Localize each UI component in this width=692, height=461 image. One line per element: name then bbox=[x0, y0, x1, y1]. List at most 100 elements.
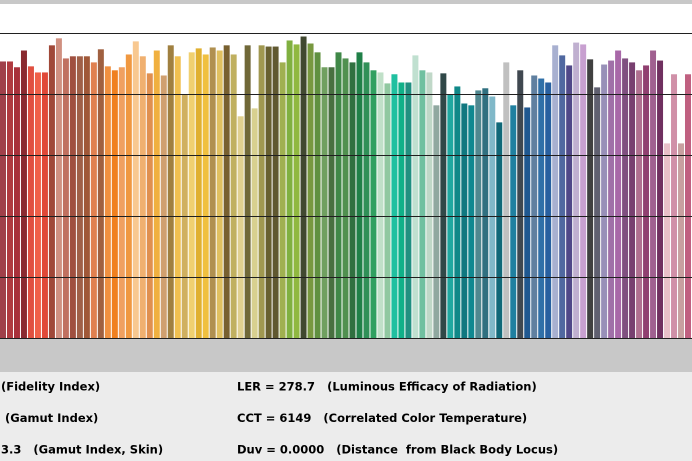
bar bbox=[174, 56, 181, 338]
bar bbox=[286, 40, 293, 338]
bar bbox=[314, 52, 321, 338]
bar bbox=[69, 56, 76, 338]
bar bbox=[440, 73, 447, 338]
bar bbox=[97, 49, 104, 339]
bar bbox=[321, 67, 328, 338]
info-label: LER = 278.7 (Luminous Efficacy of Radiat… bbox=[237, 380, 537, 394]
bar bbox=[104, 66, 111, 338]
bar bbox=[489, 96, 496, 338]
bar bbox=[202, 54, 209, 339]
bar bbox=[251, 108, 258, 338]
bar bbox=[139, 56, 146, 338]
bar bbox=[622, 58, 629, 338]
bar bbox=[34, 72, 41, 338]
bar bbox=[272, 46, 279, 339]
bar bbox=[461, 103, 468, 338]
bar bbox=[433, 105, 440, 338]
bar bbox=[566, 65, 573, 338]
bar bbox=[356, 52, 363, 338]
bar bbox=[279, 62, 286, 339]
bar bbox=[573, 42, 580, 338]
bar bbox=[62, 58, 69, 338]
bar bbox=[111, 70, 118, 339]
bar bbox=[496, 122, 503, 338]
bar bbox=[678, 143, 685, 338]
bar bbox=[412, 55, 419, 339]
bar bbox=[167, 45, 174, 338]
bar bbox=[216, 50, 223, 338]
bar bbox=[146, 73, 153, 338]
bar bbox=[454, 86, 461, 338]
bar bbox=[265, 46, 272, 339]
bar bbox=[664, 143, 671, 338]
bar bbox=[559, 55, 566, 339]
bar bbox=[90, 62, 97, 339]
info-label: (Gamut Index) bbox=[1, 411, 98, 425]
bar bbox=[552, 45, 559, 338]
bar bbox=[629, 62, 636, 339]
bar bbox=[13, 67, 20, 338]
bar bbox=[307, 43, 314, 338]
bar bbox=[657, 60, 664, 339]
bar bbox=[83, 56, 90, 338]
bar bbox=[482, 88, 489, 338]
bar bbox=[230, 54, 237, 339]
bar bbox=[125, 54, 132, 339]
bar bbox=[118, 67, 125, 338]
bar bbox=[335, 52, 342, 338]
bar bbox=[636, 70, 643, 339]
bar bbox=[503, 62, 510, 339]
bar bbox=[650, 50, 657, 338]
bar bbox=[6, 61, 13, 339]
bar bbox=[475, 90, 482, 339]
info-label: CCT = 6149 (Correlated Color Temperature… bbox=[237, 411, 527, 425]
bar bbox=[160, 75, 167, 339]
bar bbox=[615, 50, 622, 338]
bar bbox=[685, 74, 691, 338]
bar bbox=[300, 36, 307, 338]
bar bbox=[377, 72, 384, 338]
bar bbox=[293, 44, 300, 338]
bar bbox=[209, 47, 216, 339]
bar bbox=[580, 44, 587, 338]
bar bbox=[608, 60, 615, 339]
bar bbox=[20, 50, 27, 338]
bar bbox=[587, 59, 594, 338]
bar bbox=[594, 87, 601, 338]
bar bbox=[524, 107, 531, 338]
bar bbox=[328, 67, 335, 338]
bar bbox=[244, 45, 251, 338]
info-label: (Fidelity Index) bbox=[1, 380, 100, 394]
bar bbox=[384, 83, 391, 339]
bar bbox=[76, 56, 83, 338]
bar bbox=[370, 70, 377, 339]
bar bbox=[48, 45, 55, 338]
bar bbox=[237, 116, 244, 338]
bar bbox=[601, 64, 608, 338]
bar bbox=[55, 38, 62, 339]
info-label: Duv = 0.0000 (Distance from Black Body L… bbox=[237, 443, 558, 457]
bar bbox=[132, 41, 139, 338]
bar bbox=[342, 58, 349, 338]
info-panel bbox=[0, 372, 692, 461]
bar bbox=[538, 78, 545, 338]
bar bbox=[391, 74, 398, 338]
bar bbox=[41, 72, 48, 338]
bar bbox=[363, 62, 370, 339]
bar bbox=[27, 66, 34, 338]
bar bbox=[426, 72, 433, 338]
bar bbox=[419, 70, 426, 339]
bar bbox=[258, 45, 265, 338]
bar bbox=[510, 105, 517, 338]
bar bbox=[405, 82, 412, 339]
bar bbox=[195, 48, 202, 339]
bar bbox=[517, 70, 524, 339]
bar bbox=[643, 65, 650, 338]
bar bbox=[223, 45, 230, 338]
bar bbox=[468, 105, 475, 338]
bar bbox=[0, 61, 6, 339]
bar bbox=[153, 50, 160, 338]
info-label: 3.3 (Gamut Index, Skin) bbox=[1, 443, 163, 457]
